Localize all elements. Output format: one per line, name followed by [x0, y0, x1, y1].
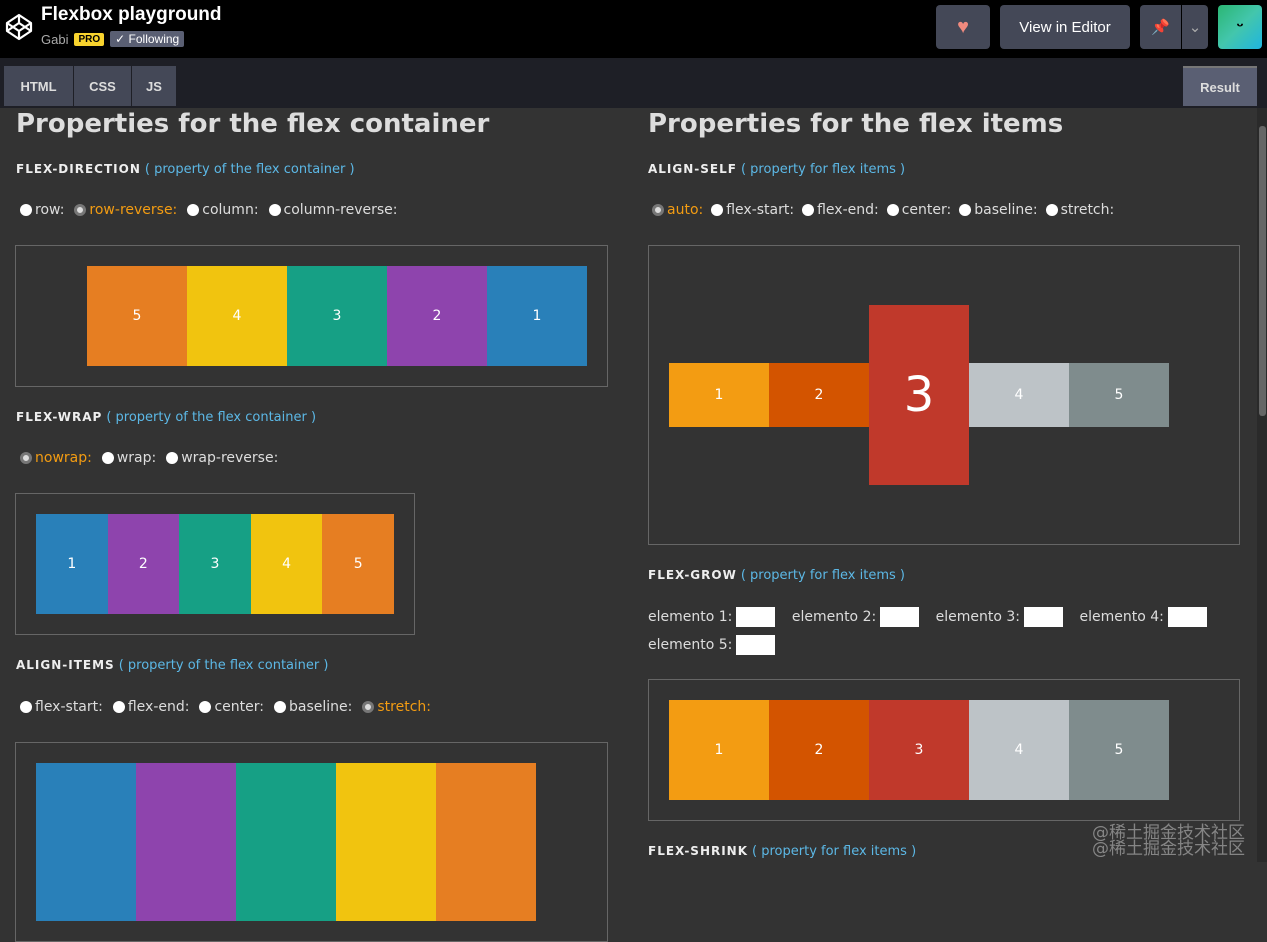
author-name[interactable]: Gabi	[41, 31, 69, 47]
tab-result[interactable]: Result	[1183, 66, 1257, 106]
flex-item: 2	[107, 514, 180, 614]
flex-item: 3	[869, 700, 969, 800]
flex-item: 5	[322, 514, 394, 614]
radio-wrap[interactable]: wrap:	[101, 450, 156, 466]
watermark: @稀土掘金技术社区	[1092, 839, 1245, 859]
flex-direction-label: FLEX-DIRECTION( property of the flex con…	[16, 162, 355, 177]
flex-item: 2	[769, 700, 869, 800]
flex-item: 3	[179, 514, 251, 614]
align-self-label: ALIGN-SELF( property for flex items )	[648, 162, 906, 177]
pen-title: Flexbox playground	[41, 4, 222, 25]
flex-item: 4	[969, 363, 1069, 427]
flex-item: 1	[669, 363, 769, 427]
flex-grow-fields: elemento 1: elemento 2: elemento 3: elem…	[648, 603, 1228, 659]
flex-item: 5	[1069, 700, 1169, 800]
flex-item: 1	[487, 266, 587, 366]
tab-css[interactable]: CSS	[74, 66, 131, 106]
flex-item: 5	[87, 266, 187, 366]
flex-item: 3	[287, 266, 387, 366]
avatar[interactable]: ᵕ	[1218, 5, 1262, 49]
radio-flex-start[interactable]: flex-start:	[711, 202, 794, 218]
flex-item	[136, 763, 236, 921]
flex-item	[36, 763, 136, 921]
chevron-down-icon: ⌄	[1188, 19, 1202, 36]
flex-item	[236, 763, 336, 921]
elemento-5-input[interactable]	[736, 635, 776, 655]
flex-item: 1	[36, 514, 108, 614]
pin-icon: 📌	[1151, 19, 1170, 36]
align-self-options: auto: flex-start: flex-end: center: base…	[652, 202, 1114, 218]
top-bar: Flexbox playground Gabi PRO ✓ Following …	[0, 0, 1267, 58]
radio-flex-end[interactable]: flex-end:	[802, 202, 879, 218]
flex-grow-label: FLEX-GROW( property for flex items )	[648, 568, 905, 583]
radio-auto[interactable]: auto:	[652, 202, 703, 218]
elemento-2-input[interactable]	[880, 607, 920, 627]
radio-flex-start[interactable]: flex-start:	[20, 699, 103, 715]
align-items-demo	[15, 742, 608, 942]
radio-wrap-reverse[interactable]: wrap-reverse:	[166, 450, 278, 466]
flex-direction-demo: 5 4 3 2 1	[15, 245, 608, 387]
align-items-options: flex-start: flex-end: center: baseline: …	[20, 699, 431, 715]
radio-stretch[interactable]: stretch:	[362, 699, 431, 715]
radio-flex-end[interactable]: flex-end:	[112, 699, 189, 715]
radio-center[interactable]: center:	[199, 699, 264, 715]
pro-badge: PRO	[74, 32, 105, 46]
watermark: @稀土掘金技术社区	[1092, 823, 1245, 843]
tab-js[interactable]: JS	[132, 66, 176, 106]
flex-wrap-label: FLEX-WRAP( property of the flex containe…	[16, 410, 317, 425]
flex-shrink-label: FLEX-SHRINK( property for flex items )	[648, 844, 917, 859]
flex-direction-options: row: row-reverse: column: column-reverse…	[20, 202, 397, 218]
container-heading: Properties for the flex container	[16, 109, 490, 139]
scrollbar[interactable]	[1257, 108, 1267, 862]
flex-wrap-options: nowrap: wrap: wrap-reverse:	[20, 450, 278, 466]
radio-stretch[interactable]: stretch:	[1045, 202, 1114, 218]
elemento-1-input[interactable]	[736, 607, 776, 627]
flex-item: 4	[187, 266, 287, 366]
flex-item: 2	[769, 363, 869, 427]
flex-item-selected: 3	[869, 305, 969, 485]
flex-item	[336, 763, 436, 921]
radio-column-reverse[interactable]: column-reverse:	[268, 202, 397, 218]
pin-button[interactable]: 📌	[1140, 5, 1181, 49]
tab-html[interactable]: HTML	[4, 66, 73, 106]
flex-grow-demo: 1 2 3 4 5	[648, 679, 1240, 821]
heart-button[interactable]: ♥	[936, 5, 990, 49]
radio-row[interactable]: row:	[20, 202, 64, 218]
heart-icon: ♥	[957, 15, 969, 38]
flex-item	[436, 763, 536, 921]
radio-row-reverse[interactable]: row-reverse:	[74, 202, 177, 218]
editor-tab-bar: HTML CSS JS Result	[0, 58, 1267, 108]
align-items-label: ALIGN-ITEMS( property of the flex contai…	[16, 658, 329, 673]
radio-column[interactable]: column:	[187, 202, 259, 218]
flex-item: 4	[250, 514, 323, 614]
align-self-demo: 1 2 3 4 5	[648, 245, 1240, 545]
items-heading: Properties for the flex items	[648, 109, 1064, 139]
radio-nowrap[interactable]: nowrap:	[20, 450, 92, 466]
scrollbar-thumb[interactable]	[1259, 126, 1266, 416]
radio-baseline[interactable]: baseline:	[274, 699, 352, 715]
flex-item: 1	[669, 700, 769, 800]
following-button[interactable]: ✓ Following	[110, 31, 185, 47]
elemento-4-input[interactable]	[1167, 607, 1207, 627]
flex-item: 4	[969, 700, 1069, 800]
view-in-editor-button[interactable]: View in Editor	[1000, 5, 1130, 49]
flex-item: 2	[387, 266, 487, 366]
codepen-logo-icon[interactable]	[4, 12, 34, 42]
elemento-3-input[interactable]	[1024, 607, 1064, 627]
flex-wrap-demo: 1 2 3 4 5	[15, 493, 415, 635]
radio-center[interactable]: center:	[886, 202, 951, 218]
pin-dropdown-button[interactable]: ⌄	[1182, 5, 1208, 49]
radio-baseline[interactable]: baseline:	[959, 202, 1038, 218]
flex-item: 5	[1069, 363, 1169, 427]
